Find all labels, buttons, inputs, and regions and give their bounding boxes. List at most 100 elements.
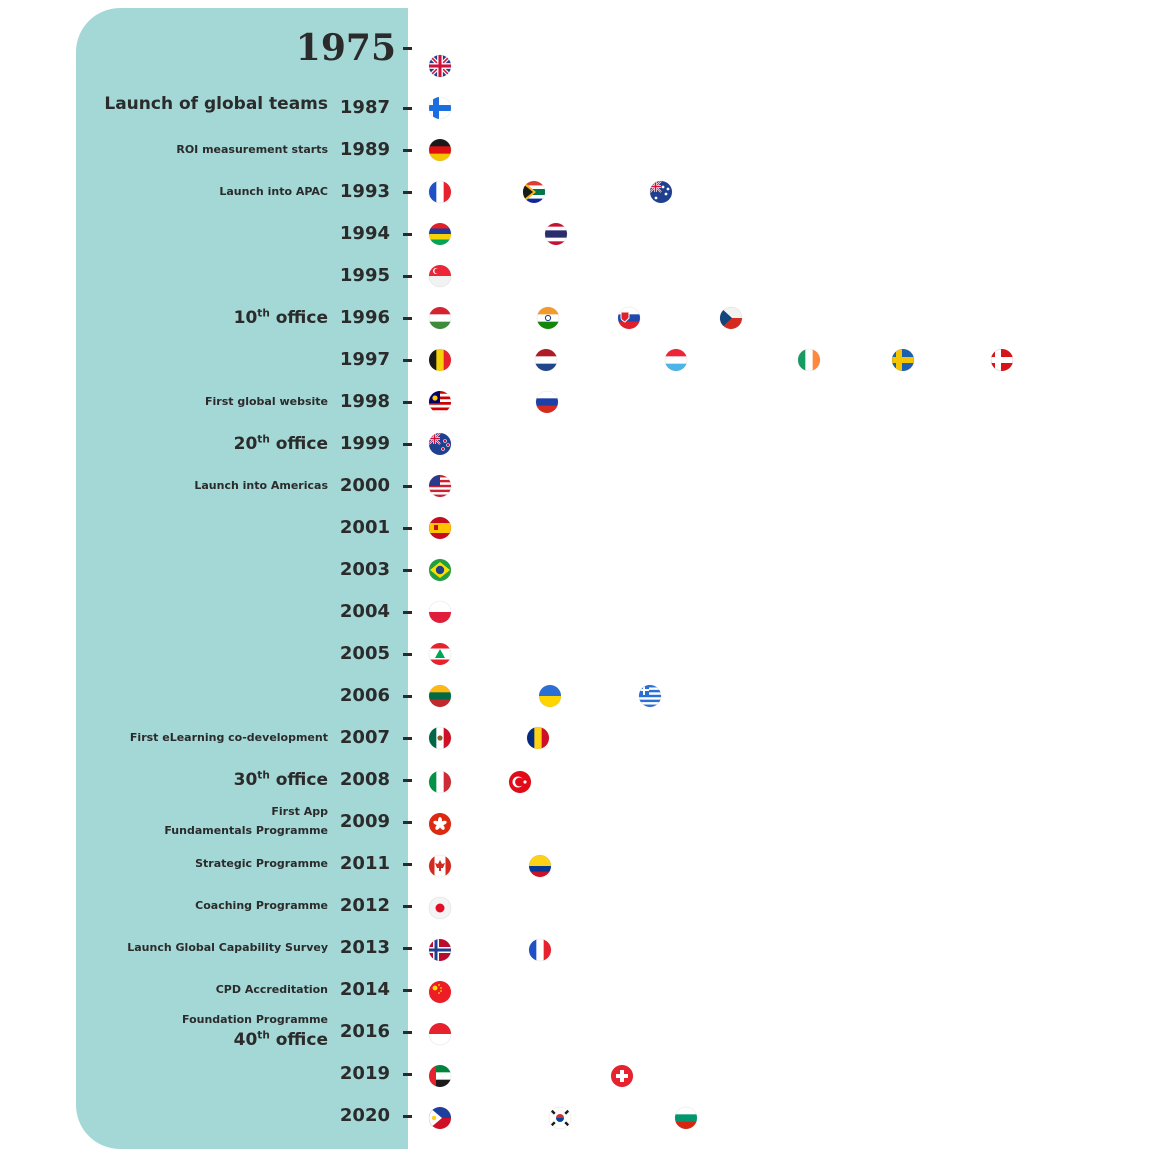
year-label: 2011 [339, 853, 390, 874]
year-label: 1999 [339, 433, 390, 454]
milestone-text: Foundation Programme [182, 1013, 328, 1027]
year-label: 2008 [339, 769, 390, 790]
bulgaria-flag-icon [675, 1107, 697, 1129]
milestone-label: Fundamentals Programme [164, 823, 328, 839]
year-label: 1987 [339, 97, 390, 118]
timeline-tick [403, 779, 412, 782]
year-label: 2019 [339, 1063, 390, 1084]
year-label: 2014 [339, 979, 390, 1000]
year-label: 2004 [339, 601, 390, 622]
ordinal-suffix: th [257, 433, 270, 446]
year-label: 2016 [339, 1021, 390, 1042]
timeline-tick [403, 821, 412, 824]
norway-flag-icon [429, 939, 451, 961]
france-flag-icon [529, 939, 551, 961]
timeline-tick [403, 569, 412, 572]
timeline-tick [403, 527, 412, 530]
milestone-text: 40 [233, 1029, 258, 1050]
timeline-tick [403, 401, 412, 404]
uae-flag-icon [429, 1065, 451, 1087]
milestone-label: Launch into Americas [194, 478, 328, 494]
year-label: 1996 [339, 307, 390, 328]
milestone-label: Strategic Programme [195, 856, 328, 872]
timeline-tick [403, 737, 412, 740]
year-label: 1975 [295, 27, 396, 69]
sweden-flag-icon [892, 349, 914, 371]
timeline-tick [403, 443, 412, 446]
timeline-tick [403, 107, 412, 110]
india-flag-icon [537, 307, 559, 329]
canada-flag-icon [429, 855, 451, 877]
timeline-tick [403, 863, 412, 866]
timeline-tick [403, 905, 412, 908]
timeline-tick [403, 1031, 412, 1034]
year-label: 2000 [339, 475, 390, 496]
timeline-panel [76, 8, 408, 1149]
milestone-text-rest: office [269, 1029, 328, 1050]
milestone-text: CPD Accreditation [215, 983, 328, 997]
mexico-flag-icon [429, 727, 451, 749]
timeline-tick [403, 1115, 412, 1118]
colombia-flag-icon [529, 855, 551, 877]
slovakia-flag-icon [618, 307, 640, 329]
milestone-label: CPD Accreditation [216, 982, 328, 998]
timeline-tick [403, 611, 412, 614]
indonesia-flag-icon [429, 1023, 451, 1045]
timeline-tick [403, 359, 412, 362]
lithuania-flag-icon [429, 685, 451, 707]
year-label: 1997 [339, 349, 390, 370]
belgium-flag-icon [429, 349, 451, 371]
finland-flag-icon [429, 97, 451, 119]
spain-flag-icon [429, 517, 451, 539]
milestone-label: 10th office [234, 306, 328, 331]
milestone-label: ROI measurement starts [176, 142, 328, 158]
milestone-label: First App [271, 804, 328, 820]
lebanon-flag-icon [429, 643, 451, 665]
ordinal-suffix: th [257, 307, 270, 320]
milestone-text-rest: office [269, 769, 328, 790]
malaysia-flag-icon [429, 391, 451, 413]
timeline-tick [403, 989, 412, 992]
year-label: 2013 [339, 937, 390, 958]
switzerland-flag-icon [611, 1065, 633, 1087]
timeline-tick [403, 317, 412, 320]
year-label: 2007 [339, 727, 390, 748]
usa-flag-icon [429, 475, 451, 497]
year-label: 1993 [339, 181, 390, 202]
germany-flag-icon [429, 139, 451, 161]
year-label: 1994 [339, 223, 390, 244]
timeline-tick [403, 275, 412, 278]
milestone-text: Coaching Programme [195, 899, 328, 913]
year-label: 2009 [339, 811, 390, 832]
timeline-tick [403, 149, 412, 152]
luxembourg-flag-icon [665, 349, 687, 371]
milestone-text: 20 [233, 433, 258, 454]
turkey-flag-icon [509, 771, 531, 793]
milestone-text: Launch into Americas [194, 479, 328, 493]
year-label: 2006 [339, 685, 390, 706]
italy-flag-icon [429, 771, 451, 793]
milestone-label: 20th office [234, 432, 328, 457]
russia-flag-icon [536, 391, 558, 413]
milestone-label: Coaching Programme [195, 898, 328, 914]
philippines-flag-icon [429, 1107, 451, 1129]
poland-flag-icon [429, 601, 451, 623]
china-flag-icon [429, 981, 451, 1003]
denmark-flag-icon [991, 349, 1013, 371]
year-label: 2001 [339, 517, 390, 538]
milestone-label: Launch Global Capability Survey [127, 940, 328, 956]
greece-flag-icon [639, 685, 661, 707]
ukraine-flag-icon [539, 685, 561, 707]
year-label: 2012 [339, 895, 390, 916]
milestone-label: First global website [205, 394, 328, 410]
milestone-text: First eLearning co-development [129, 731, 328, 745]
timeline-tick [403, 947, 412, 950]
new-zealand-flag-icon [429, 433, 451, 455]
singapore-flag-icon [429, 265, 451, 287]
france-flag-icon [429, 181, 451, 203]
timeline-tick [403, 485, 412, 488]
ireland-flag-icon [798, 349, 820, 371]
ordinal-suffix: th [257, 769, 270, 782]
milestone-text: ROI measurement starts [176, 143, 328, 157]
hong-kong-flag-icon [429, 813, 451, 835]
